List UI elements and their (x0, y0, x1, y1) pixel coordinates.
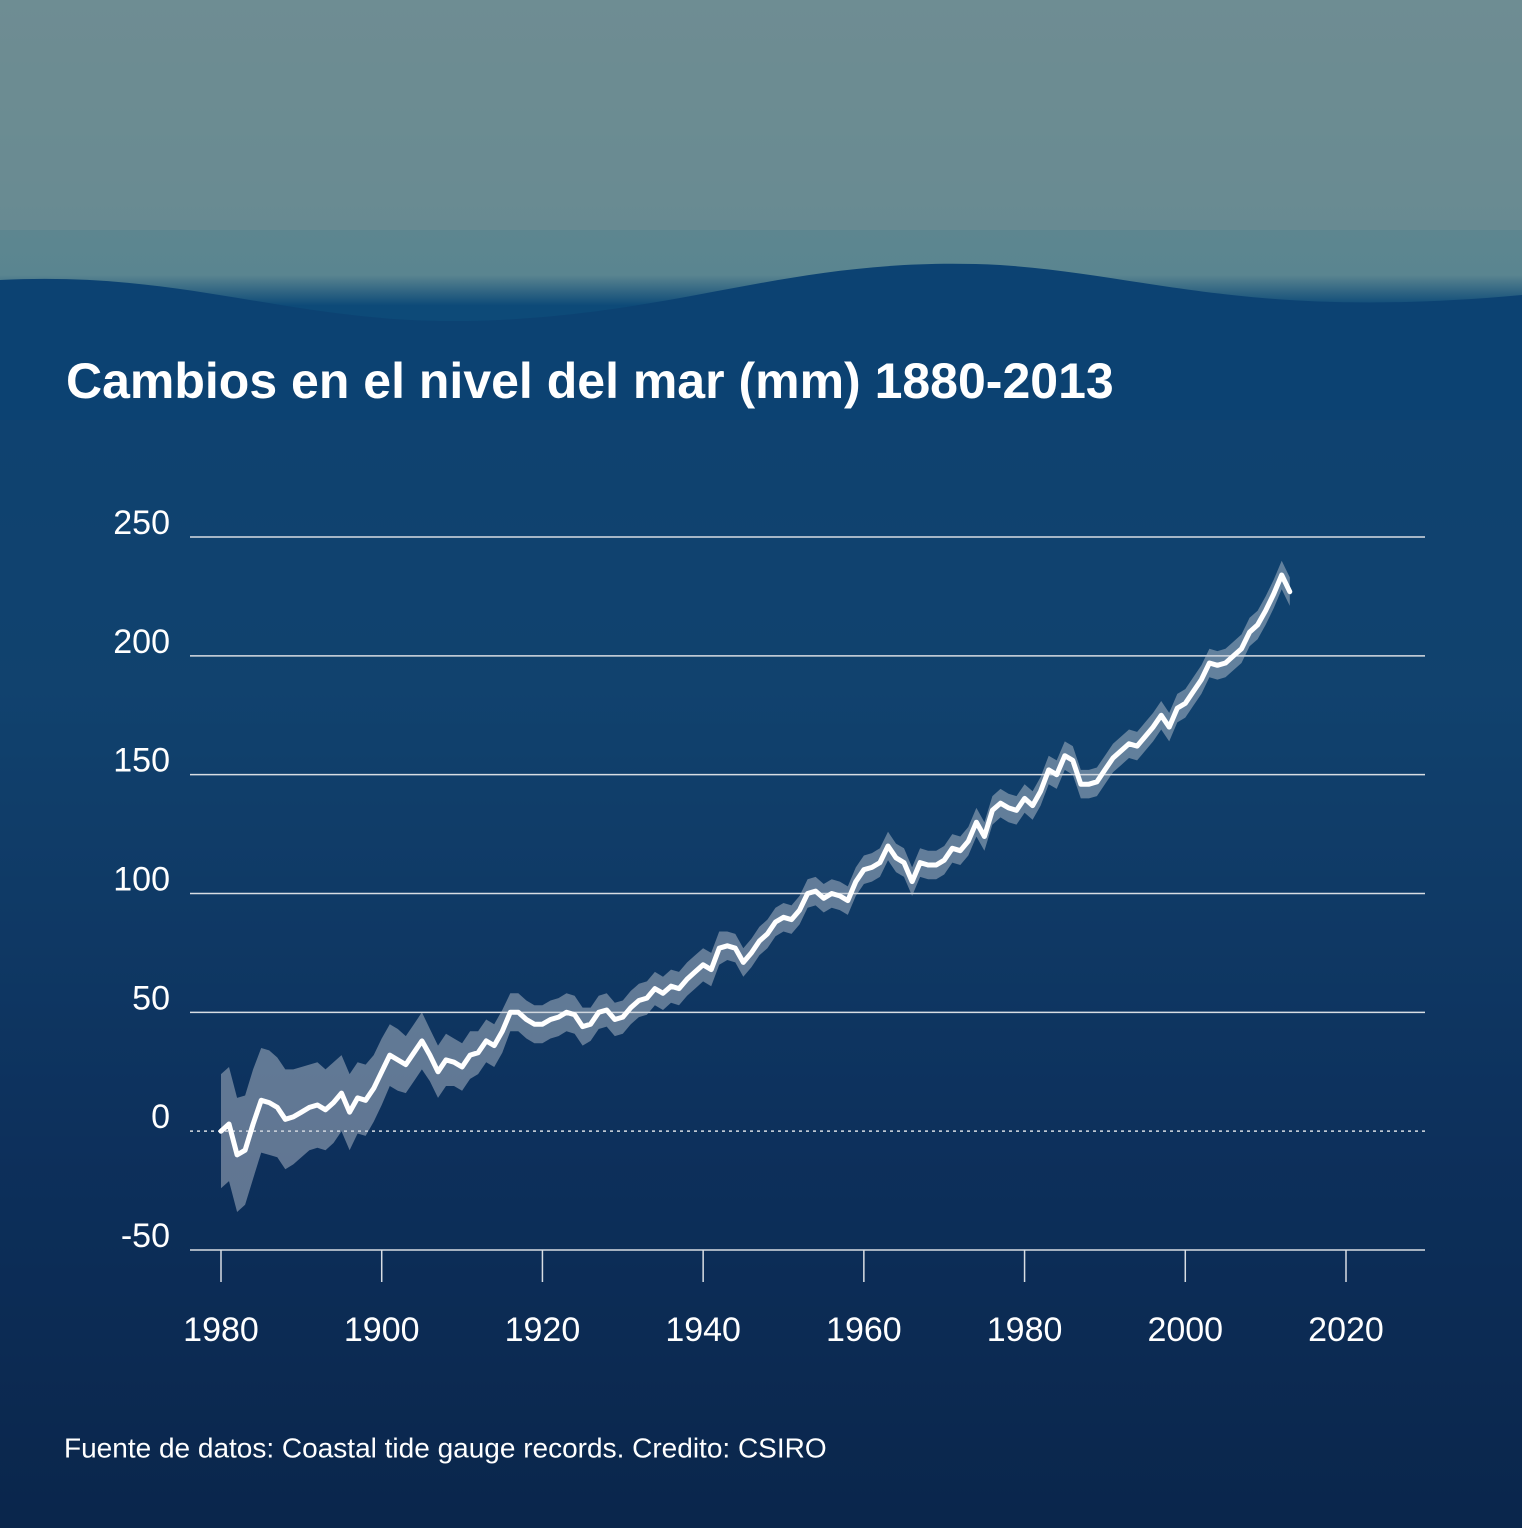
x-tick-label: 1980 (987, 1311, 1063, 1349)
y-tick-label: 50 (132, 979, 170, 1017)
y-tick-label: 200 (113, 623, 170, 661)
ceiling (0, 0, 1522, 230)
x-tick-label: 2020 (1308, 1311, 1384, 1349)
y-tick-label: 150 (113, 742, 170, 780)
y-tick-label: -50 (121, 1217, 170, 1255)
y-tick-label: 100 (113, 860, 170, 898)
x-tick-label: 1940 (665, 1311, 741, 1349)
x-tick-label: 1920 (505, 1311, 581, 1349)
x-tick-label: 1980 (183, 1311, 259, 1349)
x-tick-label: 1900 (344, 1311, 420, 1349)
sea-level-line (218, 572, 1293, 1158)
water-surface (0, 263, 1522, 420)
x-tick-label: 2000 (1147, 1311, 1223, 1349)
water (0, 420, 1522, 1528)
chart-title: Cambios en el nivel del mar (mm) 1880-20… (66, 353, 1114, 409)
source-note: Fuente de datos: Coastal tide gauge reco… (64, 1432, 827, 1463)
x-tick-label: 1960 (826, 1311, 902, 1349)
y-tick-label: 250 (113, 504, 170, 542)
y-tick-label: 0 (151, 1098, 170, 1136)
uncertainty-band (221, 560, 1290, 1212)
